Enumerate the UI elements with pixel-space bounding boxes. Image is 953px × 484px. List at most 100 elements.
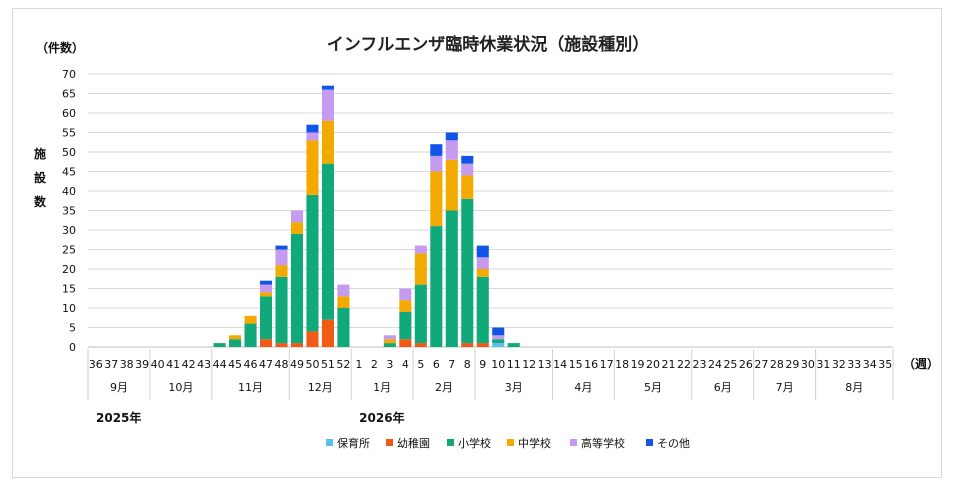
x-tick-label: 51: [321, 358, 335, 371]
bar-segment: [445, 210, 458, 347]
bar-segment: [445, 132, 458, 141]
x-tick-label: 47: [259, 358, 273, 371]
month-label: 8月: [845, 381, 863, 394]
bar-segment: [259, 296, 273, 340]
bar-segment: [414, 253, 427, 285]
bar-segment: [461, 175, 474, 199]
x-tick-label: 41: [166, 358, 180, 371]
y-tick-label: 35: [62, 205, 76, 218]
x-tick-label: 42: [182, 358, 196, 371]
x-tick-label: 16: [584, 358, 598, 371]
x-tick-label: 45: [228, 358, 242, 371]
x-tick-label: 37: [104, 358, 118, 371]
bar-segment: [461, 163, 474, 176]
bar-segment: [430, 171, 443, 227]
x-tick-label: 26: [739, 358, 753, 371]
bar-segment: [492, 327, 505, 336]
legend-label: 高等学校: [581, 436, 625, 450]
bar-segment: [275, 249, 288, 266]
month-label: 5月: [644, 381, 662, 394]
month-label: 2月: [435, 381, 453, 394]
x-tick-label: 7: [448, 358, 455, 371]
x-tick-label: 27: [754, 358, 768, 371]
x-tick-label: 6: [433, 358, 440, 371]
x-tick-label: 15: [569, 358, 583, 371]
x-tick-label: 21: [662, 358, 676, 371]
x-tick-label: 24: [708, 358, 722, 371]
y-axis-label-1: 施: [34, 146, 46, 161]
month-label: 4月: [574, 381, 592, 394]
bar-segment: [321, 163, 334, 320]
year-label: 2026年: [359, 410, 404, 425]
x-tick-label: 33: [847, 358, 861, 371]
x-tick-label: 2: [371, 358, 378, 371]
month-label: 10月: [168, 381, 193, 394]
bar-segment: [337, 308, 350, 347]
y-unit-label: （件数）: [36, 40, 84, 55]
bar-segment: [337, 296, 350, 308]
x-tick-label: 29: [785, 358, 799, 371]
x-tick-label: 36: [89, 358, 103, 371]
bar-segment: [259, 339, 273, 347]
bar-segment: [290, 233, 304, 344]
bar-segment: [383, 335, 396, 340]
x-tick-label: 22: [677, 358, 691, 371]
bar-segment: [275, 343, 288, 347]
bar-segment: [290, 222, 304, 234]
bar-segment: [290, 210, 304, 223]
bar-segment: [306, 132, 319, 141]
bar-segment: [290, 343, 304, 347]
gridlines: [88, 73, 893, 348]
y-tick-label: 25: [62, 244, 76, 257]
legend-swatch: [646, 439, 653, 446]
y-tick-label: 10: [62, 302, 76, 315]
x-tick-label: 1: [355, 358, 362, 371]
bar-segment: [492, 343, 505, 347]
x-tick-label: 49: [290, 358, 304, 371]
bar-segment: [275, 276, 288, 344]
legend-swatch: [570, 439, 577, 446]
bar-segment: [476, 343, 489, 347]
y-tick-label: 45: [62, 166, 76, 179]
x-tick-label: 35: [878, 358, 892, 371]
bar-segment: [229, 335, 242, 340]
y-tick-label: 65: [62, 88, 76, 101]
legend-swatch: [386, 439, 393, 446]
month-label: 11月: [238, 381, 263, 394]
y-tick-label: 0: [69, 341, 76, 354]
bar-segment: [259, 284, 273, 293]
bar-segment: [321, 319, 334, 347]
bar-segment: [476, 276, 489, 344]
bar-segment: [492, 335, 505, 340]
x-unit-label: （週）: [903, 356, 939, 371]
x-tick-label: 13: [538, 358, 552, 371]
bar-segment: [383, 343, 396, 347]
bar-segment: [461, 343, 474, 347]
x-tick-label: 17: [600, 358, 614, 371]
bar-segment: [259, 280, 273, 285]
x-tick-label: 5: [417, 358, 424, 371]
bar-segment: [337, 284, 350, 297]
x-tick-label: 11: [507, 358, 521, 371]
bar-segment: [321, 85, 334, 90]
bar-segment: [461, 198, 474, 344]
bar-segment: [430, 144, 443, 156]
x-tick-label: 40: [151, 358, 165, 371]
bar-segment: [445, 159, 458, 211]
x-tick-label: 8: [464, 358, 471, 371]
legend-label: 小学校: [458, 436, 491, 450]
x-axis: 36 37 38 39 40 41 42 43 44 45 46 47 48 49 50 51 52 1 2 3 4 5 6…: [87, 349, 894, 425]
bar-segment: [414, 284, 427, 344]
bar-segment: [507, 343, 520, 347]
y-axis-label-2: 設: [34, 170, 47, 185]
month-label: 12月: [308, 381, 333, 394]
bar-segment: [492, 339, 505, 344]
bar-segment: [414, 245, 427, 254]
x-tick-label: 31: [816, 358, 830, 371]
bar-segment: [461, 155, 474, 164]
bar-segment: [430, 155, 443, 172]
y-tick-label: 40: [62, 185, 76, 198]
month-label: 1月: [373, 381, 391, 394]
x-tick-label: 48: [275, 358, 289, 371]
y-tick-label: 50: [62, 146, 76, 159]
